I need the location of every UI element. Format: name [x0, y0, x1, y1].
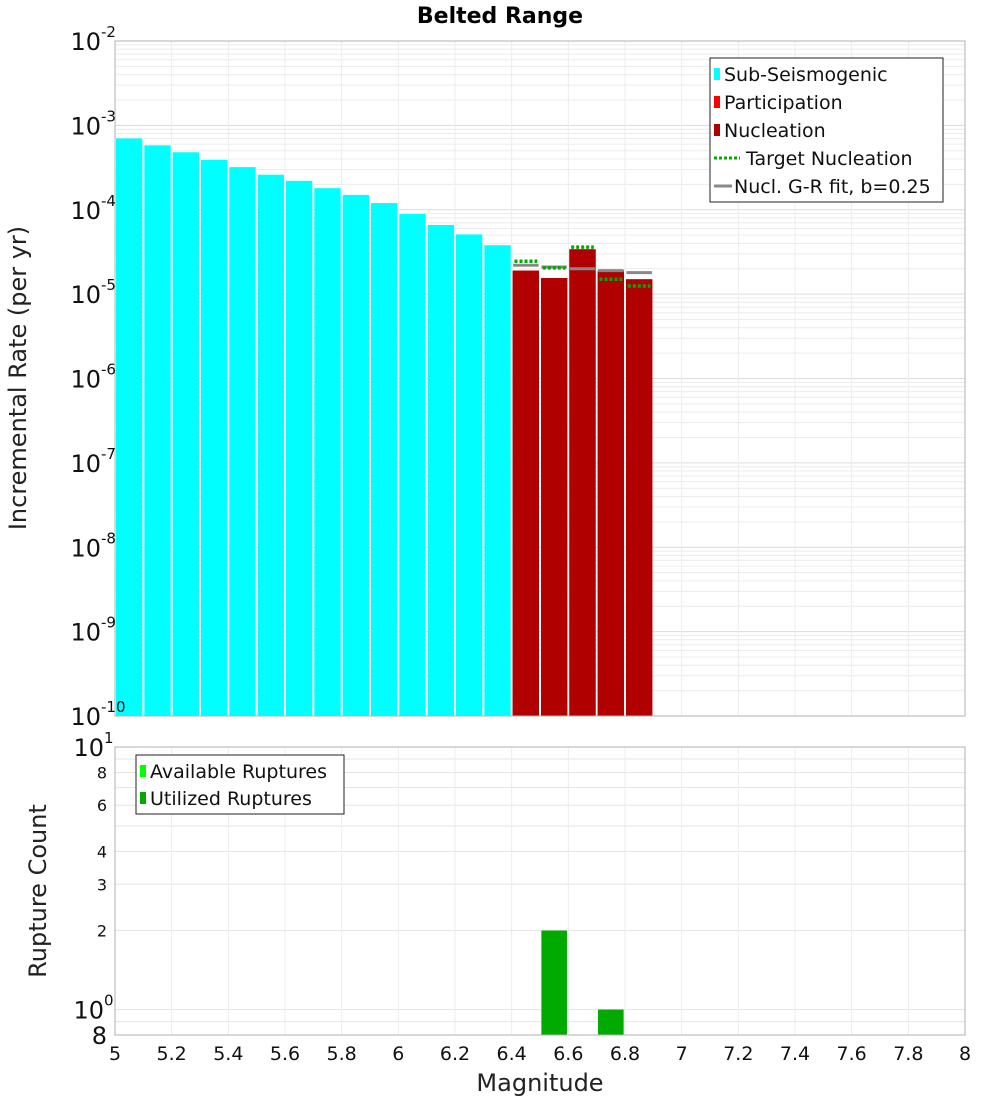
- rate-legend: Sub-Seismogenic Participation Nucleation Ta…: [709, 57, 944, 203]
- rate-y-tick-exponent: -5: [101, 276, 116, 294]
- legend-label-available-ruptures: Available Ruptures: [150, 761, 327, 783]
- magnitude-tick-label: 5.8: [327, 1043, 357, 1065]
- sub-seismogenic-bar: [456, 234, 483, 716]
- count-y-tick-label: 8: [97, 763, 107, 782]
- magnitude-tick-label: 5.2: [157, 1043, 187, 1065]
- magnitude-tick-label: 7.8: [893, 1043, 923, 1065]
- magnitude-tick-label: 6.6: [553, 1043, 583, 1065]
- rate-y-tick-base: 10: [70, 366, 101, 394]
- sub-seismogenic-bar: [116, 138, 143, 717]
- rate-bars: [116, 138, 653, 717]
- rate-y-tick-base: 10: [70, 534, 101, 562]
- count-plot-frame: [114, 746, 966, 1036]
- rate-y-axis-label: Incremental Rate (per yr): [4, 226, 32, 530]
- count-y-decade-base: 10: [73, 997, 104, 1025]
- rate-y-tick-exponent: -10: [101, 698, 126, 716]
- nucleation-bar: [626, 279, 653, 716]
- sub-seismogenic-bar: [342, 194, 369, 716]
- rate-y-tick-base: 10: [70, 281, 101, 309]
- sub-seismogenic-bar: [172, 152, 199, 716]
- nucleation-bar: [541, 278, 568, 716]
- rate-y-tick-base: 10: [70, 703, 101, 731]
- legend-label-target-nucleation: Target Nucleation: [745, 148, 913, 170]
- rate-y-tick-exponent: -2: [101, 23, 116, 41]
- nucleation-bar: [597, 270, 624, 716]
- magnitude-x-ticks: 5 5.2 5.4 5.6 5.8 6 6.2 6.4 6.6 6.8 7 7.2 7.4 7.6 7.8 8: [109, 1043, 971, 1065]
- count-y-decade-exponent: 1: [104, 729, 114, 747]
- legend-swatch-utilized-ruptures: [140, 792, 146, 804]
- legend-label-nucleation: Nucleation: [724, 120, 826, 142]
- rate-y-tick-exponent: -4: [101, 192, 116, 210]
- count-y-tick-label: 3: [97, 875, 107, 894]
- rate-y-tick-exponent: -7: [101, 445, 116, 463]
- legend-swatch-sub-seismogenic: [714, 68, 720, 80]
- magnitude-tick-label: 7.4: [780, 1043, 810, 1065]
- magnitude-tick-label: 5.4: [213, 1043, 243, 1065]
- utilized-ruptures-bar: [598, 1009, 624, 1035]
- legend-swatch-nucleation: [714, 124, 720, 136]
- rate-line-markers: [513, 245, 652, 288]
- magnitude-tick-label: 6.2: [440, 1043, 470, 1065]
- rate-gridlines: [114, 40, 966, 717]
- sub-seismogenic-bar: [371, 203, 398, 716]
- count-y-tick-label: 6: [97, 796, 107, 815]
- rate-y-tick-exponent: -8: [101, 529, 116, 547]
- rate-y-tick-base: 10: [70, 28, 101, 56]
- count-legend: Available Ruptures Utilized Ruptures: [135, 754, 345, 815]
- sub-seismogenic-bar: [286, 180, 313, 716]
- magnitude-tick-label: 7.6: [837, 1043, 867, 1065]
- utilized-ruptures-bar: [541, 930, 567, 1035]
- magnitude-tick-label: 6.4: [497, 1043, 527, 1065]
- legend-label-nucl-g-r-fit-b-0-25: Nucl. G-R fit, b=0.25: [734, 176, 931, 198]
- sub-seismogenic-bar: [229, 167, 256, 716]
- legend-label-sub-seismogenic: Sub-Seismogenic: [724, 64, 888, 86]
- count-bars: [541, 930, 624, 1035]
- count-y-tick-label: 2: [97, 922, 107, 941]
- rate-y-tick-exponent: -9: [101, 614, 116, 632]
- rate-y-tick-exponent: -3: [101, 107, 116, 125]
- sub-seismogenic-bar: [144, 145, 171, 717]
- magnitude-tick-label: 5.6: [270, 1043, 300, 1065]
- chart-title: Belted Range: [417, 4, 583, 29]
- rate-y-tick-base: 10: [70, 450, 101, 478]
- count-legend-box: [135, 754, 345, 815]
- sub-seismogenic-bar: [314, 188, 341, 717]
- rate-y-tick-base: 10: [70, 619, 101, 647]
- count-y-decade-exponent: 0: [104, 992, 114, 1010]
- nucleation-bar: [569, 249, 596, 716]
- magnitude-tick-label: 7.2: [723, 1043, 753, 1065]
- magnitude-tick-label: 7: [676, 1043, 688, 1065]
- magnitude-tick-label: 6: [392, 1043, 404, 1065]
- sub-seismogenic-bar: [201, 159, 228, 717]
- rate-plot-frame: [114, 40, 966, 717]
- legend-label-participation: Participation: [724, 92, 843, 114]
- legend-label-utilized-ruptures: Utilized Ruptures: [150, 788, 312, 810]
- sub-seismogenic-bar: [427, 224, 454, 716]
- magnitude-tick-label: 8: [959, 1043, 971, 1065]
- nucleation-bar: [512, 270, 539, 716]
- count-y-axis-label: Rupture Count: [24, 804, 52, 978]
- rate-legend-box: [709, 57, 944, 203]
- count-y-tick-label: 8: [92, 1022, 107, 1050]
- x-axis-label: Magnitude: [476, 1069, 603, 1097]
- sub-seismogenic-bar: [399, 214, 426, 717]
- legend-swatch-participation: [714, 96, 720, 108]
- magnitude-tick-label: 5: [109, 1043, 121, 1065]
- rate-y-tick-exponent: -6: [101, 361, 116, 379]
- count-y-decade-base: 10: [73, 734, 104, 762]
- rate-y-tick-base: 10: [70, 197, 101, 225]
- legend-swatch-available-ruptures: [140, 765, 146, 777]
- magnitude-tick-label: 6.8: [610, 1043, 640, 1065]
- rate-y-tick-base: 10: [70, 112, 101, 140]
- sub-seismogenic-bar: [257, 174, 284, 716]
- count-y-tick-label: 4: [97, 842, 107, 861]
- sub-seismogenic-bar: [484, 245, 511, 717]
